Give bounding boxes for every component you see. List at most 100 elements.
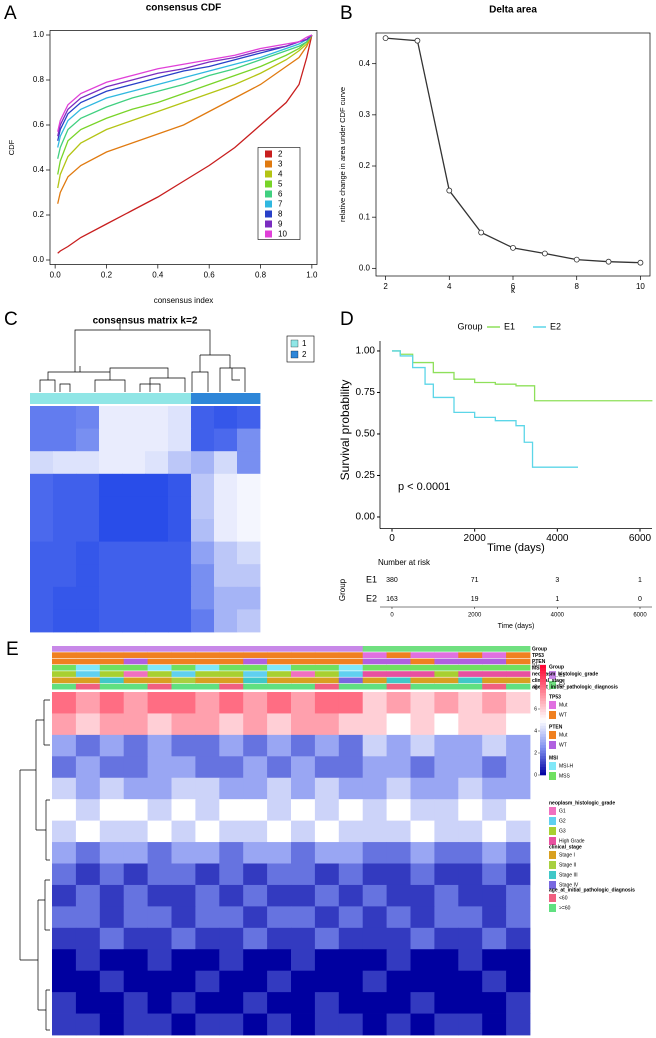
colorbar-step <box>540 752 546 757</box>
data-line <box>57 34 313 159</box>
heatmap-cell <box>171 1013 196 1036</box>
heatmap-cell <box>314 799 340 822</box>
heatmap-cell <box>386 692 411 714</box>
matrix-cell <box>214 451 238 475</box>
heatmap-cell <box>195 756 220 779</box>
annotation-cell <box>386 646 411 652</box>
colorbar-step <box>540 697 546 702</box>
annotation-cell <box>147 677 172 684</box>
heatmap-cell <box>195 1013 220 1036</box>
legend-label: E1 <box>504 321 515 331</box>
legend-label: Mut <box>559 702 568 708</box>
heatmap-cell <box>410 777 435 800</box>
matrix-cell <box>53 541 77 565</box>
panel-label: A <box>4 3 17 24</box>
colorbar-step <box>540 695 546 699</box>
legend-swatch <box>549 827 556 835</box>
heatmap-cell <box>482 820 507 843</box>
heatmap-cell <box>338 927 364 950</box>
legend-label: E1 <box>559 672 565 678</box>
heatmap-cell <box>243 734 268 757</box>
heatmap-cell <box>219 842 244 864</box>
heatmap-cell <box>362 799 387 822</box>
legend-swatch <box>549 731 556 739</box>
heatmap-cell <box>123 949 148 972</box>
matrix-cell <box>168 609 192 633</box>
heatmap-cell <box>123 927 148 950</box>
heatmap-cell <box>386 820 411 843</box>
x-tick-label: 2 <box>383 282 388 291</box>
annotation-cell <box>52 652 77 658</box>
heatmap-cell <box>434 949 459 972</box>
heatmap-cell <box>75 949 101 972</box>
heatmap-cell <box>314 842 340 864</box>
annotation-cell <box>314 664 340 671</box>
x-axis-label: k <box>511 286 516 295</box>
heatmap-cell <box>195 692 220 714</box>
annotation-cell <box>362 646 387 652</box>
heatmap-cell <box>482 906 507 929</box>
heatmap-cell <box>482 756 507 779</box>
heatmap-cell <box>458 820 483 843</box>
annotation-cell <box>147 658 172 665</box>
matrix-cell <box>237 519 261 542</box>
heatmap-cell <box>482 777 507 800</box>
heatmap-cell <box>99 777 125 800</box>
matrix-cell <box>53 496 77 520</box>
annotation-cell <box>386 683 411 690</box>
row-dendrogram <box>19 699 50 1031</box>
matrix-cell <box>214 428 238 452</box>
heatmap-cell <box>482 842 507 864</box>
risk-count: 0 <box>638 596 642 603</box>
matrix-cell <box>99 541 123 565</box>
legend-label: 1 <box>302 339 307 348</box>
matrix-cell <box>237 428 261 452</box>
heatmap-cell <box>147 970 172 993</box>
matrix-cell <box>168 586 192 610</box>
heatmap-cell <box>171 842 196 864</box>
legend-label: 8 <box>278 210 283 219</box>
y-axis-label: relative change in area under CDF curve <box>338 87 347 222</box>
risk-x-tick-label: 6000 <box>633 613 647 619</box>
heatmap-cell <box>506 927 531 950</box>
legend-label: E2 <box>559 682 565 688</box>
annotation-cell <box>434 677 459 684</box>
heatmap-cell <box>219 734 244 757</box>
y-tick-label: 0.2 <box>359 161 371 170</box>
heatmap-cell <box>195 884 220 907</box>
matrix-cell <box>237 609 261 633</box>
heatmap-cell <box>386 1013 411 1036</box>
annotation-cell <box>482 646 507 652</box>
data-line <box>57 34 313 204</box>
x-tick-label: 0.6 <box>204 271 216 280</box>
panel-label: E <box>6 639 19 660</box>
heatmap-cell <box>386 927 411 950</box>
matrix-cell <box>145 406 169 429</box>
annotation-cell <box>243 652 268 658</box>
legend-label: High Grade <box>559 838 585 844</box>
heatmap-cell <box>386 970 411 993</box>
heatmap-cell <box>506 777 531 800</box>
heatmap-cell <box>52 734 77 757</box>
heatmap-cell <box>338 713 364 736</box>
x-tick-label: 6000 <box>629 533 652 544</box>
heatmap-cell <box>386 863 411 886</box>
heatmap-cell <box>506 970 531 993</box>
heatmap-cell <box>458 756 483 779</box>
heatmap-cell <box>52 970 77 993</box>
heatmap-cell <box>171 692 196 714</box>
heatmap-cell <box>434 970 459 993</box>
annotation-cell <box>147 683 172 690</box>
matrix-cell <box>76 428 100 452</box>
data-line <box>57 34 313 189</box>
annotation-cell <box>123 646 148 652</box>
colorbar-step <box>540 675 546 680</box>
colorbar-label: 10 <box>531 662 537 668</box>
heatmap-cell <box>291 906 316 929</box>
annotation-cell <box>99 646 125 652</box>
heatmap-cell <box>123 992 148 1014</box>
data-line <box>385 37 641 264</box>
heatmap-cell <box>506 949 531 972</box>
heatmap-cell <box>434 863 459 886</box>
y-tick-label: 0.50 <box>356 429 376 440</box>
